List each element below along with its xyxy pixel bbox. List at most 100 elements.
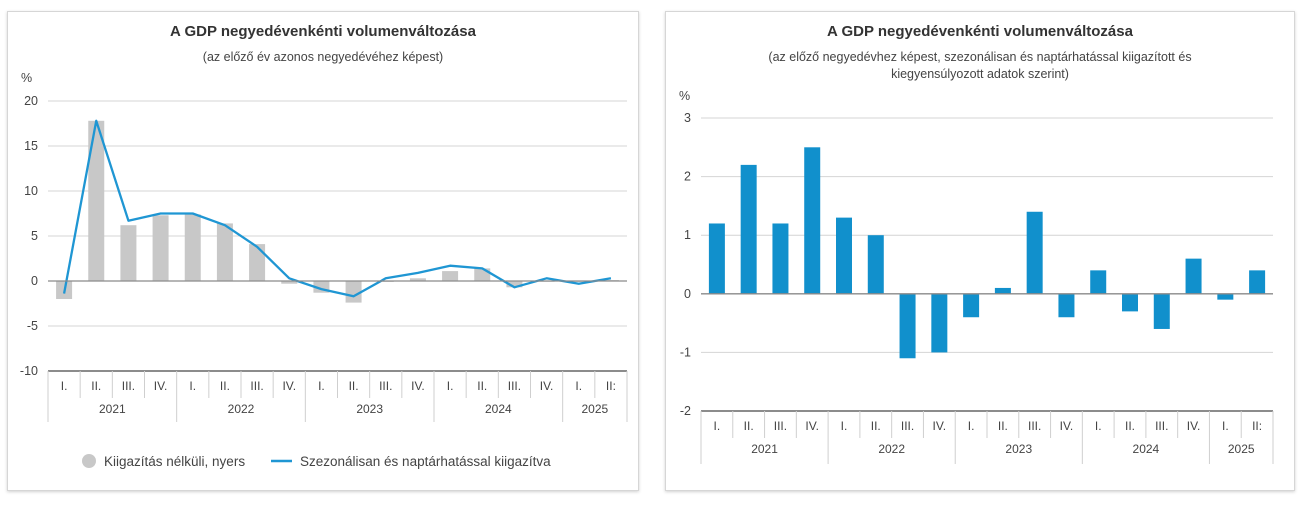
- legend-label-raw[interactable]: Kiigazítás nélküli, nyers: [104, 454, 245, 469]
- bar-value-14[interactable]: [1153, 293, 1170, 329]
- chart-panel-yoy: A GDP negyedévenkénti volumenváltozása (…: [7, 11, 639, 491]
- series-line-adjusted[interactable]: [62, 119, 612, 298]
- chart-panel-qoq: A GDP negyedévenkénti volumenváltozása (…: [665, 11, 1295, 491]
- bar-raw-8[interactable]: [313, 281, 330, 293]
- x-tick-quarter: III.: [774, 419, 787, 433]
- bar-raw-9[interactable]: [345, 281, 362, 303]
- x-tick-quarter: I.: [189, 379, 196, 393]
- x-tick-year: 2021: [99, 402, 126, 416]
- y-tick-label: 5: [31, 229, 38, 243]
- bar-value-15[interactable]: [1185, 258, 1202, 294]
- x-tick-quarter: IV.: [282, 379, 296, 393]
- x-tick-quarter: IV.: [805, 419, 819, 433]
- x-tick-quarter: I.: [318, 379, 325, 393]
- x-tick-quarter: II.: [477, 379, 487, 393]
- y-axis-unit: %: [679, 89, 690, 103]
- chart-title: A GDP negyedévenkénti volumenváltozása: [827, 23, 1134, 40]
- bar-value-7[interactable]: [931, 293, 948, 353]
- bar-value-13[interactable]: [1122, 293, 1138, 312]
- bar-value-9[interactable]: [994, 287, 1011, 294]
- x-tick-quarter: IV.: [154, 379, 168, 393]
- bar-value-8[interactable]: [963, 293, 980, 318]
- chart-subtitle: (az előző év azonos negyedévéhez képest): [203, 50, 443, 64]
- bar-value-6[interactable]: [899, 293, 916, 359]
- y-tick-label: 0: [31, 274, 38, 288]
- y-tick-label: 1: [684, 228, 691, 242]
- x-tick-quarter: III.: [379, 379, 392, 393]
- bar-value-17[interactable]: [1249, 270, 1266, 294]
- x-tick-quarter: I.: [1095, 419, 1102, 433]
- bar-raw-6[interactable]: [249, 244, 266, 281]
- bar-value-11[interactable]: [1058, 293, 1075, 318]
- chart-yoy-svg: A GDP negyedévenkénti volumenváltozása (…: [20, 23, 628, 469]
- x-tick-quarter: I.: [841, 419, 848, 433]
- y-tick-label: 10: [24, 184, 38, 198]
- x-tick-year: 2024: [1133, 442, 1160, 456]
- x-tick-quarter: I.: [968, 419, 975, 433]
- x-tick-quarter: III.: [250, 379, 263, 393]
- bar-value-1[interactable]: [740, 164, 757, 294]
- bar-raw-5[interactable]: [216, 223, 233, 281]
- x-tick-quarter: I.: [61, 379, 68, 393]
- bar-value-0[interactable]: [708, 223, 725, 294]
- y-tick-label: -2: [680, 404, 691, 418]
- x-tick-quarter: IV.: [1060, 419, 1074, 433]
- y-tick-label: 15: [24, 139, 38, 153]
- x-tick-year: 2023: [356, 402, 383, 416]
- x-tick-quarter: II.: [998, 419, 1008, 433]
- y-tick-label: 3: [684, 111, 691, 125]
- bar-raw-7[interactable]: [281, 281, 298, 284]
- bar-raw-14[interactable]: [506, 281, 523, 288]
- x-tick-quarter: I.: [714, 419, 721, 433]
- y-tick-label: 20: [24, 94, 38, 108]
- x-tick-quarter: IV.: [411, 379, 425, 393]
- bar-raw-1[interactable]: [88, 120, 105, 281]
- x-tick-quarter: IV.: [540, 379, 554, 393]
- bar-raw-4[interactable]: [184, 214, 201, 281]
- y-tick-label: 2: [684, 170, 691, 184]
- x-tick-quarter: I.: [575, 379, 582, 393]
- bar-value-5[interactable]: [867, 235, 884, 294]
- bar-value-16[interactable]: [1217, 293, 1234, 300]
- y-axis-unit: %: [21, 71, 32, 85]
- legend-label-adjusted[interactable]: Szezonálisan és naptárhatással kiigazítv…: [300, 454, 551, 469]
- bar-value-10[interactable]: [1026, 211, 1043, 294]
- x-tick-quarter: III.: [508, 379, 521, 393]
- legend-marker-raw: [82, 454, 96, 468]
- bar-value-3[interactable]: [804, 147, 821, 294]
- legend: Kiigazítás nélküli, nyers Szezonálisan é…: [82, 454, 551, 469]
- x-tick-quarter: I.: [447, 379, 454, 393]
- x-tick-quarter: III.: [122, 379, 135, 393]
- x-tick-quarter: II.: [744, 419, 754, 433]
- y-tick-label: -5: [27, 319, 38, 333]
- bar-value-2[interactable]: [772, 223, 789, 294]
- x-tick-year: 2022: [228, 402, 255, 416]
- bar-value-4[interactable]: [836, 217, 852, 294]
- x-tick-year: 2023: [1005, 442, 1032, 456]
- x-tick-quarter: II.: [91, 379, 101, 393]
- chart-subtitle-line-1: (az előző negyedévhez képest, szezonális…: [768, 50, 1191, 64]
- bar-raw-13[interactable]: [474, 268, 491, 281]
- x-tick-quarter: II:: [606, 379, 616, 393]
- x-tick-year: 2022: [878, 442, 905, 456]
- x-tick-quarter: III.: [1155, 419, 1168, 433]
- bar-raw-12[interactable]: [442, 271, 459, 281]
- bar-raw-3[interactable]: [152, 215, 169, 281]
- x-tick-quarter: III.: [901, 419, 914, 433]
- x-tick-quarter: II.: [1125, 419, 1135, 433]
- y-tick-label: -1: [680, 345, 691, 359]
- x-tick-quarter: II.: [220, 379, 230, 393]
- chart-title: A GDP negyedévenkénti volumenváltozása: [170, 23, 477, 40]
- x-tick-year: 2025: [581, 402, 608, 416]
- bar-raw-11[interactable]: [409, 278, 426, 281]
- x-tick-quarter: II.: [349, 379, 359, 393]
- x-tick-quarter: II.: [871, 419, 881, 433]
- chart-subtitle-line-2: kiegyensúlyozott adatok szerint): [891, 67, 1069, 81]
- bar-value-12[interactable]: [1090, 270, 1107, 294]
- y-tick-label: -10: [20, 364, 38, 378]
- chart-qoq-svg: A GDP negyedévenkénti volumenváltozása (…: [679, 23, 1274, 464]
- x-tick-year: 2024: [485, 402, 512, 416]
- x-tick-year: 2025: [1228, 442, 1255, 456]
- bar-raw-2[interactable]: [120, 225, 137, 281]
- x-tick-quarter: IV.: [933, 419, 947, 433]
